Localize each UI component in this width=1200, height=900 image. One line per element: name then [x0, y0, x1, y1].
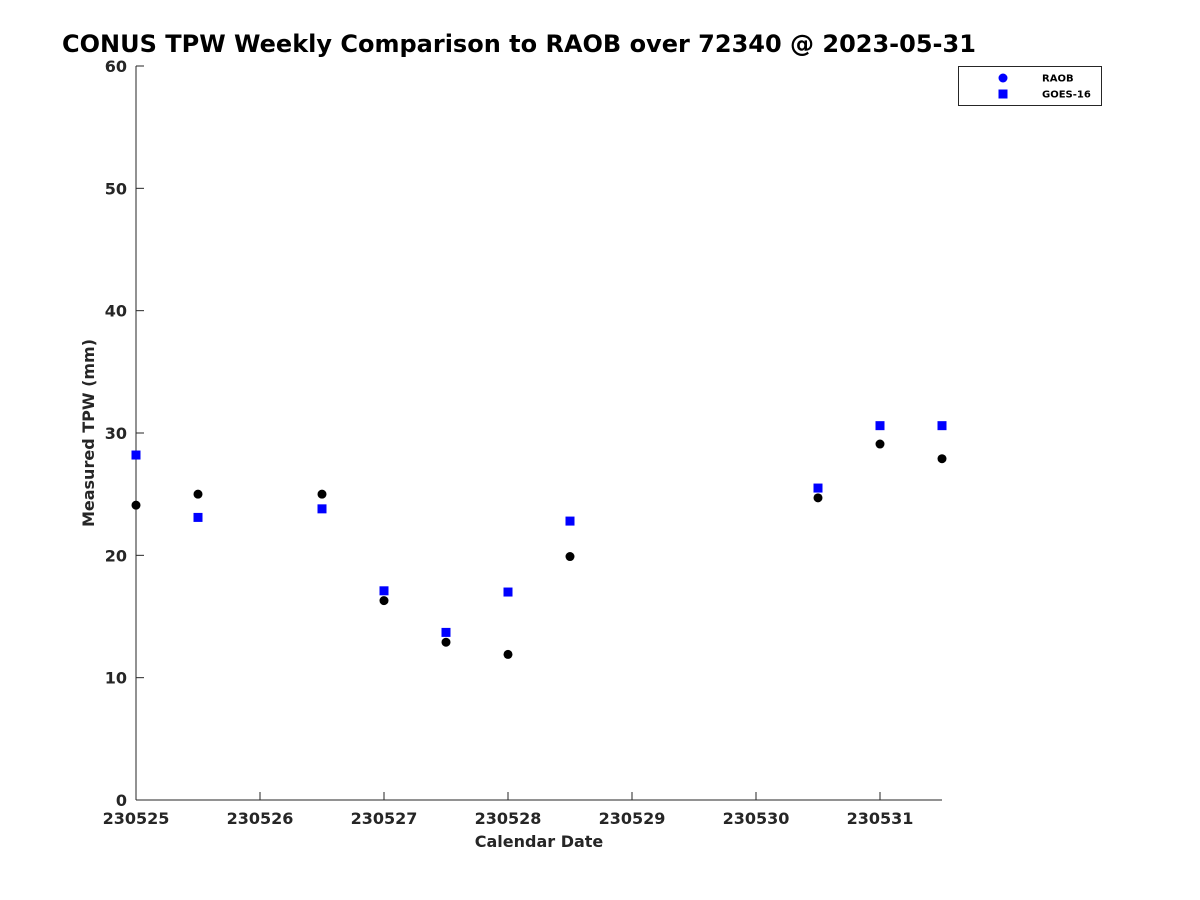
legend: RAOB GOES-16 — [958, 66, 1102, 106]
data-point-goes-16 — [379, 586, 389, 596]
legend-label-raob: RAOB — [1042, 74, 1074, 85]
data-point-goes-16 — [565, 516, 575, 526]
data-point-goes-16 — [875, 421, 885, 431]
data-point-raob — [937, 454, 947, 464]
x-tick-label: 230530 — [723, 809, 790, 828]
data-point-goes-16 — [813, 483, 823, 493]
chart-title: CONUS TPW Weekly Comparison to RAOB over… — [62, 30, 976, 58]
series-raob — [131, 439, 947, 659]
x-tick-label: 230531 — [847, 809, 914, 828]
y-tick-label: 30 — [105, 424, 127, 443]
y-tick-label: 10 — [105, 669, 127, 688]
data-point-goes-16 — [937, 421, 947, 431]
x-tick-label: 230525 — [103, 809, 170, 828]
legend-box — [958, 66, 1102, 106]
data-point-raob — [503, 649, 513, 659]
series-goes-16 — [131, 421, 947, 637]
data-point-raob — [193, 489, 203, 499]
y-axis-label: Measured TPW (mm) — [79, 339, 98, 527]
x-tick-label: 230527 — [351, 809, 418, 828]
x-tick-label: 230526 — [227, 809, 294, 828]
data-point-raob — [565, 552, 575, 562]
x-tick-label: 230528 — [475, 809, 542, 828]
data-point-raob — [317, 489, 327, 499]
data-points — [131, 421, 947, 659]
data-point-raob — [379, 596, 389, 606]
axes: 0 10 20 30 40 50 60 230525 230526 230527 230528 230… — [79, 57, 942, 851]
data-point-raob — [131, 500, 141, 510]
x-axis-label: Calendar Date — [475, 832, 604, 851]
y-tick-label: 50 — [105, 179, 127, 198]
data-point-raob — [813, 493, 823, 503]
data-point-goes-16 — [503, 587, 513, 597]
data-point-raob — [875, 439, 885, 449]
legend-marker-goes-16 — [998, 89, 1008, 99]
data-point-goes-16 — [131, 450, 141, 460]
y-tick-label: 20 — [105, 546, 127, 565]
data-point-goes-16 — [441, 627, 451, 637]
data-point-raob — [441, 637, 451, 647]
data-point-goes-16 — [193, 512, 203, 522]
legend-label-goes-16: GOES-16 — [1042, 90, 1091, 101]
y-tick-label: 60 — [105, 57, 127, 76]
y-tick-label: 40 — [105, 302, 127, 321]
data-point-goes-16 — [317, 504, 327, 514]
x-tick-label: 230529 — [599, 809, 666, 828]
y-tick-label: 0 — [116, 791, 127, 810]
legend-marker-raob — [998, 73, 1008, 83]
